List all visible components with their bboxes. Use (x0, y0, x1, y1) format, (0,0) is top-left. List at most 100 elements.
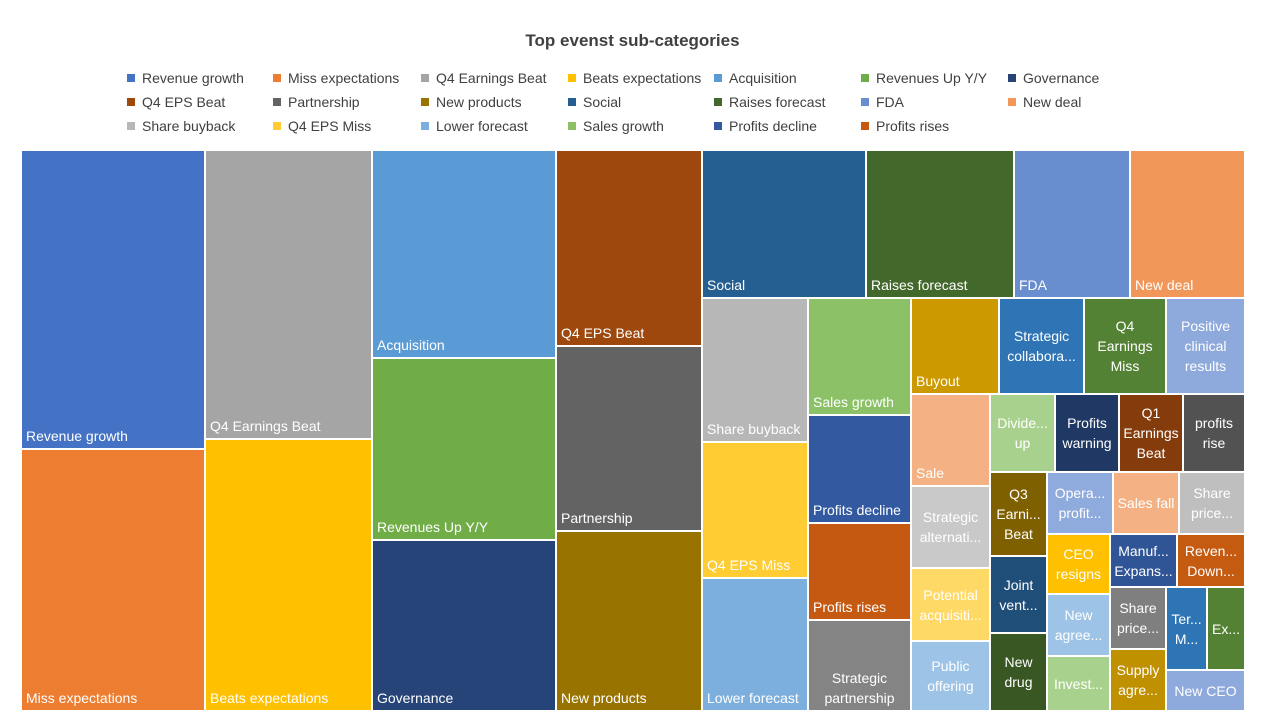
treemap-tile[interactable]: Sale (911, 394, 990, 486)
treemap-tile[interactable]: Governance (372, 540, 556, 711)
tile-label-line: up (1014, 435, 1031, 451)
treemap-tile[interactable]: New CEO (1166, 670, 1245, 711)
legend-item: Profits decline (714, 118, 817, 134)
treemap-tile[interactable]: Joint vent... (990, 556, 1047, 633)
tile-label-line: New CEO (1174, 682, 1237, 699)
tile-label-line: Opera... (1054, 485, 1106, 501)
treemap-tile[interactable]: Profits rises (808, 523, 911, 620)
treemap-tile[interactable]: Social (702, 150, 866, 298)
legend-swatch (861, 122, 869, 130)
legend-label: Revenue growth (142, 70, 244, 86)
tile-label: Public offering (914, 656, 987, 696)
tile-label-line: Profits (1067, 415, 1107, 431)
tile-label: Joint vent... (993, 575, 1044, 615)
treemap-tile[interactable]: Q1 Earnings Beat (1119, 394, 1183, 472)
treemap-tile[interactable]: Positive clinical results (1166, 298, 1245, 394)
treemap-tile[interactable]: Divide... up (990, 394, 1055, 472)
tile-label-line: agree... (1054, 627, 1103, 643)
legend-item: Miss expectations (273, 70, 399, 86)
legend-swatch (714, 74, 722, 82)
legend-item: Social (568, 94, 621, 110)
tile-label-line: Acquisition (377, 337, 445, 353)
treemap-tile[interactable]: Profits warning (1055, 394, 1119, 472)
tile-label-line: Lower forecast (707, 690, 799, 706)
legend-label: Partnership (288, 94, 360, 110)
tile-label-line: Earni... (996, 506, 1041, 522)
tile-label: Q3 Earni... Beat (993, 484, 1044, 544)
tile-label-line: Miss (1110, 358, 1140, 374)
treemap-tile[interactable]: Invest... (1047, 656, 1110, 711)
chart-title: Top evenst sub-categories (525, 31, 740, 50)
tile-label: Divide... up (993, 413, 1052, 453)
treemap-tile[interactable]: Acquisition (372, 150, 556, 358)
treemap-tile[interactable]: Supply agre... (1110, 649, 1166, 711)
legend-item: Revenue growth (127, 70, 244, 86)
treemap-tile[interactable]: Miss expectations (21, 449, 205, 711)
tile-label: Buyout (916, 371, 996, 391)
treemap-tile[interactable]: Share price... (1179, 472, 1245, 534)
treemap-tile[interactable]: Q3 Earni... Beat (990, 472, 1047, 556)
legend-item: Share buyback (127, 118, 235, 134)
tile-label-line: acquisiti... (919, 606, 982, 623)
tile-label: New CEO (1169, 681, 1242, 701)
tile-label: profits rise (1186, 413, 1242, 453)
treemap-tile[interactable]: CEO resigns (1047, 534, 1110, 594)
treemap-tile[interactable]: Strategic alternati... (911, 486, 990, 568)
treemap-tile[interactable]: Q4 EPS Beat (556, 150, 702, 346)
legend-label: New products (436, 94, 522, 110)
treemap-tile[interactable]: Q4 EPS Miss (702, 442, 808, 578)
legend-item: New products (421, 94, 522, 110)
tile-label: Strategic collabora... (1002, 326, 1081, 366)
treemap-tile[interactable]: Strategic collabora... (999, 298, 1084, 394)
tile-label: Revenue growth (26, 426, 202, 446)
treemap-tile[interactable]: New deal (1130, 150, 1245, 298)
tile-label: Beats expectations (210, 688, 369, 708)
tile-label: Strategic alternati... (914, 507, 987, 547)
treemap-tile[interactable]: Profits decline (808, 415, 911, 523)
treemap-tile[interactable]: Beats expectations (205, 439, 372, 711)
treemap-tile[interactable]: Partnership (556, 346, 702, 531)
tile-label: Share price... (1182, 483, 1242, 523)
treemap-tile[interactable]: Ex... (1207, 587, 1245, 670)
treemap-tile[interactable]: Manuf... Expans... (1110, 534, 1177, 587)
legend-swatch (861, 74, 869, 82)
treemap-tile[interactable]: Q4 Earnings Beat (205, 150, 372, 439)
treemap-tile[interactable]: Q4 Earnings Miss (1084, 298, 1166, 394)
treemap-tile[interactable]: Buyout (911, 298, 999, 394)
legend-item: Lower forecast (421, 118, 528, 134)
treemap-tile[interactable]: Ter... M... (1166, 587, 1207, 670)
treemap-tile[interactable]: Share buyback (702, 298, 808, 442)
treemap-tile[interactable]: Opera... profit... (1047, 472, 1113, 534)
treemap-tile[interactable]: New agree... (1047, 594, 1110, 656)
tile-label-line: Sales fall (1117, 495, 1175, 511)
treemap-tile[interactable]: profits rise (1183, 394, 1245, 472)
treemap-tile[interactable]: Sales fall (1113, 472, 1179, 534)
tile-label: Positive clinical results (1169, 316, 1242, 376)
treemap-tile[interactable]: Share price... (1110, 587, 1166, 649)
treemap-tile[interactable]: Potential acquisiti... (911, 568, 990, 641)
legend-swatch (273, 74, 281, 82)
tile-label-line: Earnings (1123, 425, 1179, 441)
treemap-tile[interactable]: Revenue growth (21, 150, 205, 449)
treemap-tile[interactable]: FDA (1014, 150, 1130, 298)
treemap-tile[interactable]: New products (556, 531, 702, 711)
treemap-tile[interactable]: Revenues Up Y/Y (372, 358, 556, 540)
tile-label: Q4 EPS Miss (707, 555, 805, 575)
treemap-tile[interactable]: Sales growth (808, 298, 911, 415)
treemap-tile[interactable]: Public offering (911, 641, 990, 711)
tile-label: Partnership (561, 508, 699, 528)
tile-label: Sales growth (813, 392, 908, 412)
tile-label: Miss expectations (26, 688, 202, 708)
tile-label: Q1 Earnings Beat (1122, 403, 1180, 463)
treemap-tile[interactable]: Strategic partnership (808, 620, 911, 711)
tile-label-line: Share buyback (707, 421, 801, 437)
tile-label: Profits rises (813, 597, 908, 617)
tile-label-line: Q4 (1115, 318, 1135, 334)
tile-label-line: Ex... (1211, 620, 1240, 637)
treemap-tile[interactable]: Raises forecast (866, 150, 1014, 298)
treemap-tile[interactable]: New drug (990, 633, 1047, 711)
treemap-tile[interactable]: Lower forecast (702, 578, 808, 711)
treemap-tile[interactable]: Reven... Down... (1177, 534, 1245, 587)
tile-label-line: Potential (923, 586, 978, 603)
legend-swatch (273, 122, 281, 130)
